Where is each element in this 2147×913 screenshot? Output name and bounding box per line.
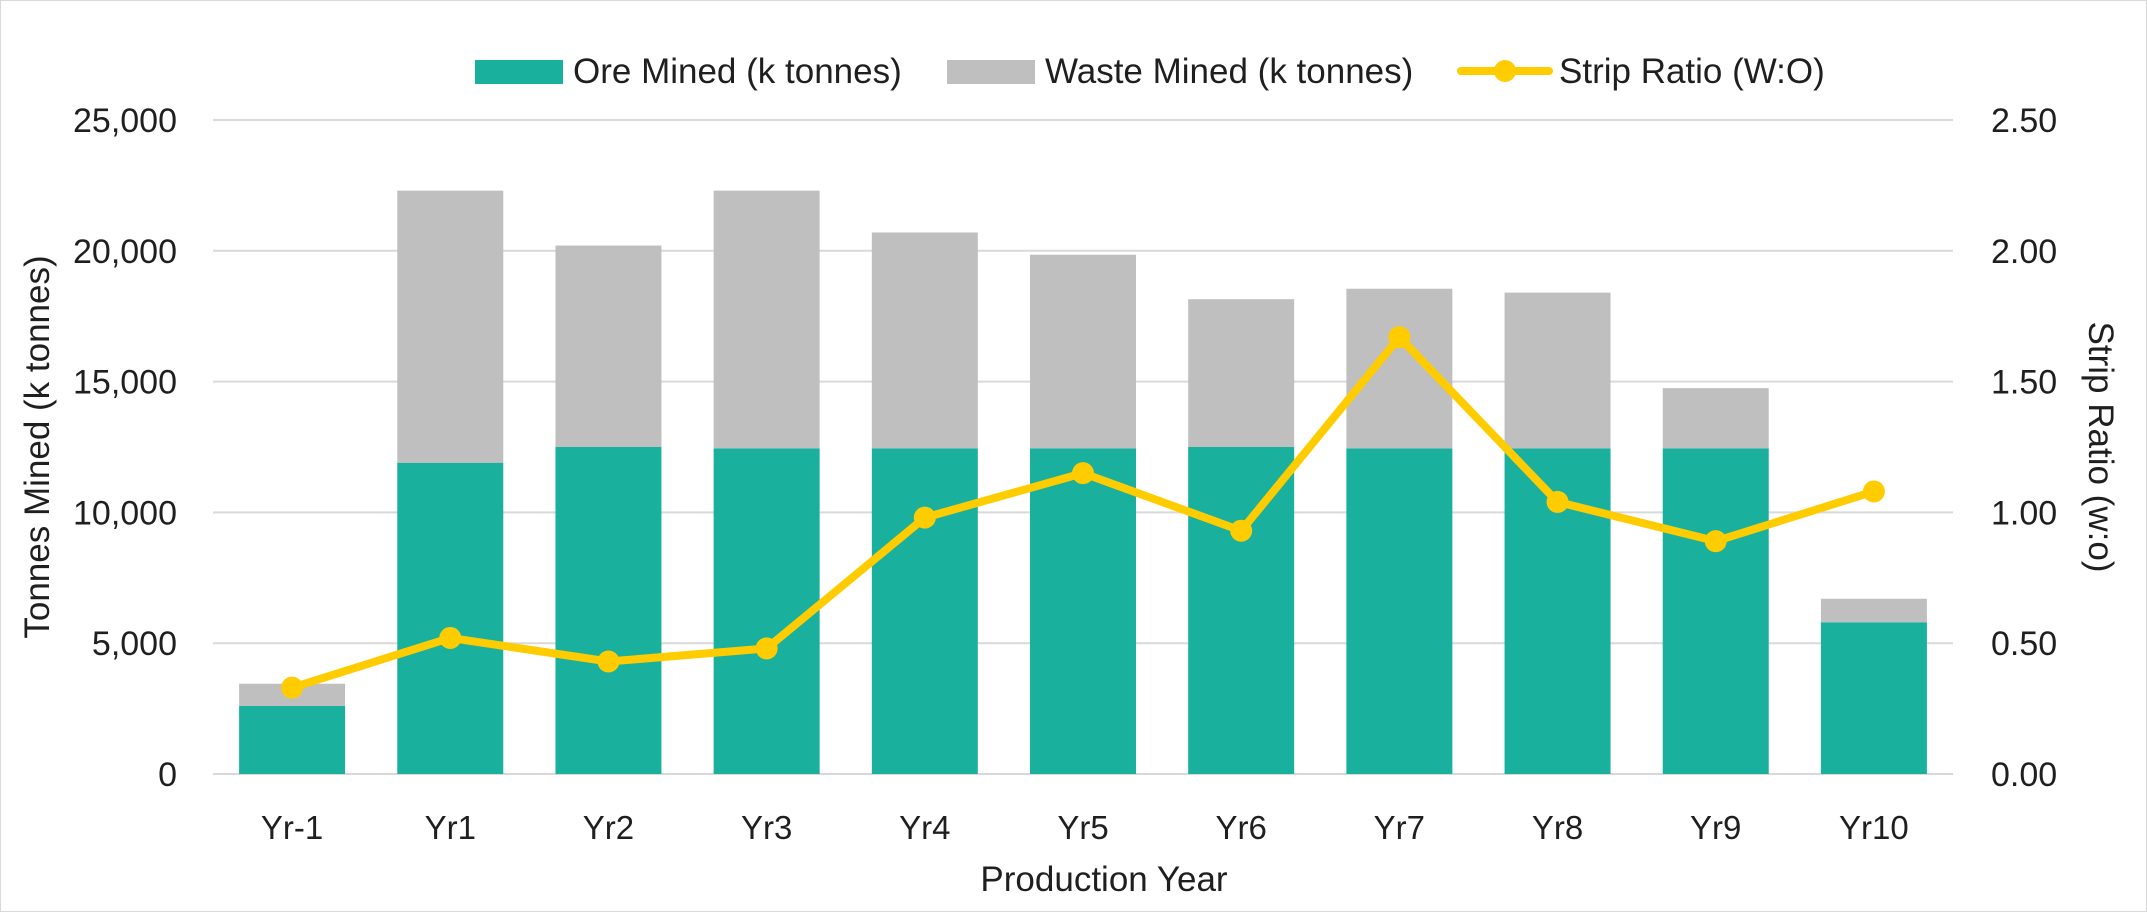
- bar-ore-mined: [1346, 448, 1453, 774]
- strip-ratio-marker: [439, 626, 462, 649]
- bar-waste-mined: [1662, 388, 1769, 449]
- bar-ore-mined: [1820, 622, 1927, 774]
- strip-ratio-marker: [1546, 490, 1569, 513]
- bar-waste-mined: [555, 245, 662, 447]
- y2-tick-label: 1.00: [1991, 494, 2057, 532]
- y2-tick-label: 0.50: [1991, 625, 2057, 663]
- strip-ratio-marker: [1230, 519, 1253, 542]
- bar-waste-mined: [1504, 292, 1611, 449]
- x-tick-label: Yr5: [1057, 809, 1108, 846]
- x-tick-label: Yr6: [1216, 809, 1267, 846]
- legend-label-ore: Ore Mined (k tonnes): [573, 52, 902, 91]
- legend-swatch-ore: [475, 60, 563, 84]
- x-tick-label: Yr9: [1690, 809, 1741, 846]
- y2-tick-label: 1.50: [1991, 364, 2057, 402]
- bar-waste-mined: [1346, 288, 1453, 449]
- y-tick-label: 20,000: [73, 233, 177, 271]
- right-axis-ticks: 0.00 0.50 1.00 1.50 2.00 2.50: [1991, 102, 2057, 794]
- bar-ore-mined: [555, 447, 662, 774]
- bar-ore-mined: [1030, 448, 1136, 774]
- y-tick-label: 15,000: [73, 364, 177, 402]
- bar-ore-mined: [239, 705, 346, 774]
- x-tick-label: Yr4: [899, 809, 950, 846]
- y-tick-label: 10,000: [73, 494, 177, 532]
- bar-ore-mined: [713, 448, 820, 774]
- bar-ore-mined: [1662, 448, 1769, 774]
- legend-label-strip: Strip Ratio (W:O): [1559, 52, 1825, 91]
- bar-waste-mined: [1030, 254, 1136, 449]
- bar-waste-mined: [1820, 598, 1927, 623]
- bar-waste-mined: [1188, 299, 1295, 447]
- y-axis-title: Tonnes Mined (k tonnes): [18, 255, 57, 638]
- legend-label-waste: Waste Mined (k tonnes): [1045, 52, 1413, 91]
- x-tick-label: Yr-1: [261, 809, 323, 846]
- x-tick-label: Yr1: [425, 809, 476, 846]
- y-tick-label: 5,000: [92, 625, 177, 663]
- strip-ratio-line-group: [281, 326, 1885, 699]
- bar-waste-mined: [871, 232, 978, 449]
- strip-ratio-marker: [1862, 480, 1885, 503]
- strip-ratio-marker: [597, 650, 620, 673]
- y2-tick-label: 0.00: [1991, 756, 2057, 794]
- x-axis-ticks: Yr-1 Yr1 Yr2 Yr3 Yr4 Yr5 Yr6 Yr7 Yr8 Yr9 Yr10: [261, 809, 1909, 846]
- legend-swatch-strip-marker: [1494, 60, 1516, 82]
- bar-waste-mined: [397, 190, 504, 463]
- bar-ore-mined: [1188, 447, 1295, 774]
- bar-ore-mined: [397, 462, 504, 774]
- strip-ratio-marker: [755, 637, 778, 660]
- strip-ratio-marker: [1704, 530, 1727, 553]
- strip-ratio-marker: [913, 506, 936, 529]
- legend-swatch-waste: [947, 60, 1035, 84]
- bar-ore-mined: [871, 448, 978, 774]
- bars: [239, 190, 1927, 774]
- x-tick-label: Yr3: [741, 809, 792, 846]
- x-axis-title: Production Year: [980, 860, 1227, 899]
- x-tick-label: Yr10: [1839, 809, 1909, 846]
- y2-axis-title: Strip Ratio (w:o): [2081, 322, 2120, 573]
- x-tick-label: Yr8: [1532, 809, 1583, 846]
- y-tick-label: 0: [158, 756, 177, 794]
- legend: Ore Mined (k tonnes) Waste Mined (k tonn…: [475, 52, 1825, 91]
- bar-waste-mined: [713, 190, 820, 449]
- y-tick-label: 25,000: [73, 102, 177, 140]
- x-tick-label: Yr7: [1374, 809, 1425, 846]
- y2-tick-label: 2.50: [1991, 102, 2057, 140]
- strip-ratio-marker: [281, 676, 304, 699]
- left-axis-ticks: 0 5,000 10,000 15,000 20,000 25,000: [73, 102, 177, 794]
- strip-ratio-marker: [1072, 462, 1094, 485]
- y2-tick-label: 2.00: [1991, 233, 2057, 271]
- strip-ratio-marker: [1388, 326, 1411, 349]
- x-tick-label: Yr2: [583, 809, 634, 846]
